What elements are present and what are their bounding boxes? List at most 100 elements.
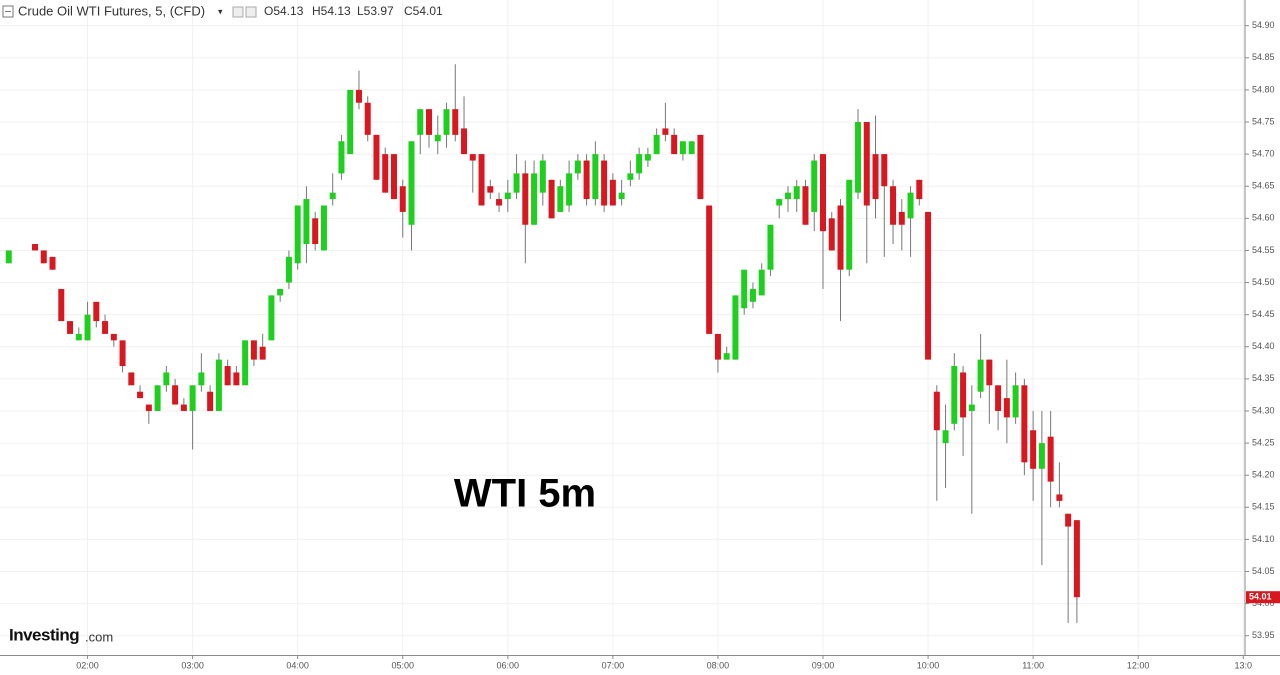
- candle-body: [671, 134, 678, 155]
- candle-body: [855, 122, 862, 193]
- candle-body: [408, 141, 415, 225]
- candle-body: [1003, 398, 1010, 418]
- candle-body: [741, 269, 748, 309]
- candle-body: [960, 372, 967, 418]
- candle-body: [1012, 385, 1019, 418]
- candle-body: [285, 256, 292, 283]
- candle-body: [320, 205, 327, 251]
- x-tick-label: 05:00: [391, 660, 414, 670]
- candle-body: [653, 134, 660, 155]
- y-tick-label: 54.15: [1252, 502, 1275, 512]
- candle-body: [172, 385, 179, 405]
- candle-body: [583, 160, 590, 200]
- candle-body: [636, 154, 643, 174]
- candle-body: [268, 295, 275, 341]
- collapse-icon[interactable]: [2, 5, 14, 18]
- y-tick-label: 54.35: [1252, 373, 1275, 383]
- candle-body: [443, 109, 450, 135]
- candle-body: [968, 404, 975, 411]
- annotation: WTI 5m: [454, 472, 596, 516]
- candle-body: [522, 173, 529, 225]
- x-tick-label: 13:0: [1234, 660, 1252, 670]
- grid: [0, 0, 1245, 655]
- chart-title: Crude Oil WTI Futures, 5, (CFD): [18, 3, 205, 18]
- candle-body: [749, 288, 756, 302]
- candle-body: [513, 173, 520, 193]
- candle-body: [872, 154, 879, 200]
- y-tick-label: 54.10: [1252, 534, 1275, 544]
- candle-body: [452, 109, 459, 135]
- last-price-label: 54.01: [1249, 592, 1272, 602]
- candle-body: [347, 89, 354, 155]
- candle-body: [592, 154, 599, 200]
- candle-body: [688, 141, 695, 155]
- ohlc-close: C54.01: [404, 4, 443, 18]
- candle-body: [207, 391, 214, 411]
- candle-body: [531, 173, 538, 225]
- candle-body: [548, 179, 555, 219]
- candle-body: [154, 385, 161, 411]
- candle-body: [215, 359, 222, 411]
- candle-body: [84, 314, 91, 341]
- y-tick-label: 54.70: [1252, 148, 1275, 158]
- candle-body: [1021, 385, 1028, 463]
- settings-icon[interactable]: [232, 6, 244, 18]
- candle-body: [364, 102, 371, 135]
- candle-body: [723, 353, 730, 360]
- x-tick-label: 10:00: [917, 660, 940, 670]
- candle-body: [627, 173, 634, 180]
- close-icon[interactable]: [245, 6, 257, 18]
- x-tick-label: 09:00: [812, 660, 835, 670]
- candle-body: [390, 154, 397, 200]
- candle-body: [224, 366, 231, 386]
- dropdown-arrow[interactable]: ▾: [218, 6, 223, 16]
- y-tick-label: 54.40: [1252, 341, 1275, 351]
- candle-body: [697, 134, 704, 200]
- candle-body: [250, 340, 257, 360]
- candle-body: [355, 89, 362, 103]
- candle-body: [1038, 443, 1045, 469]
- candle-body: [67, 321, 74, 334]
- y-tick-label: 54.50: [1252, 277, 1275, 287]
- candle-body: [102, 321, 109, 334]
- candle-body: [925, 211, 932, 360]
- candle-body: [793, 186, 800, 200]
- y-tick-label: 54.80: [1252, 84, 1275, 94]
- candle-body: [916, 179, 923, 200]
- y-tick-label: 54.90: [1252, 20, 1275, 30]
- x-tick-label: 02:00: [76, 660, 99, 670]
- candle-body: [732, 295, 739, 360]
- candle-body: [819, 154, 826, 232]
- candle-body: [557, 186, 564, 212]
- candle-body: [890, 186, 897, 225]
- logo-suffix: .com: [85, 629, 113, 644]
- candle-body: [128, 372, 135, 386]
- y-tick-label: 54.05: [1252, 566, 1275, 576]
- candles: [5, 64, 1080, 623]
- candle-body: [75, 333, 82, 341]
- candle-body: [110, 333, 117, 341]
- candle-body: [566, 173, 573, 206]
- candle-body: [601, 160, 608, 206]
- candle-body: [933, 391, 940, 431]
- axes: 53.9554.0054.0554.1054.1554.2054.2554.30…: [76, 20, 1280, 670]
- candle-body: [662, 128, 669, 135]
- candle-body: [58, 288, 65, 322]
- candle-body: [504, 192, 511, 200]
- candle-body: [233, 372, 240, 386]
- x-tick-label: 11:00: [1022, 660, 1044, 670]
- candle-body: [767, 224, 774, 270]
- candle-body: [496, 199, 503, 206]
- candle-body: [417, 109, 424, 135]
- y-tick-label: 54.60: [1252, 213, 1275, 223]
- candle-body: [242, 340, 249, 386]
- candle-body: [329, 192, 336, 200]
- candle-body: [828, 218, 835, 251]
- candle-body: [49, 256, 56, 270]
- candle-body: [1065, 513, 1072, 527]
- candle-body: [382, 154, 389, 193]
- candle-body: [898, 211, 905, 225]
- candle-body: [986, 359, 993, 386]
